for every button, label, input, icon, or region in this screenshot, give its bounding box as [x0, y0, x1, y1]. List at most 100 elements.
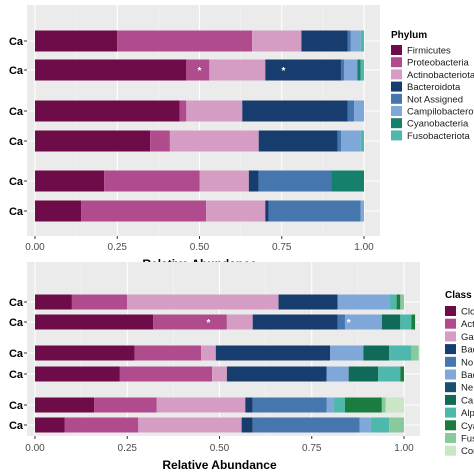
legend-label: Campilobacterota: [407, 107, 474, 118]
bar-segment: [252, 314, 338, 330]
legend-swatch: [445, 407, 456, 418]
bar-segment: [411, 314, 416, 330]
legend-label: Actinobacteriota: [407, 70, 474, 81]
legend-swatch: [391, 81, 402, 92]
chart-panel-1: CaCaCaCaCaCa**0.000.250.500.751.00Relati…: [9, 5, 474, 271]
bar-segment: [301, 30, 348, 52]
bar-segment: [94, 397, 157, 413]
x-tick-label: 0.50: [210, 443, 230, 454]
bar-segment: [350, 30, 361, 52]
bar-segment: [35, 59, 187, 81]
x-axis-title: Relative Abundance: [162, 458, 277, 472]
bar-segment: [258, 170, 332, 192]
legend-label: Fusobacteriota: [407, 131, 471, 142]
x-tick-label: 1.00: [354, 242, 374, 253]
bar-segment: [333, 397, 345, 413]
bar-segment: [360, 200, 364, 222]
x-tick-label: 0.00: [25, 242, 45, 253]
bar-segment: [104, 170, 200, 192]
bar-segment: [400, 294, 404, 310]
bar-segment: [226, 314, 253, 330]
legend-swatch: [391, 57, 402, 68]
bar-segment: [209, 59, 266, 81]
bar-segment: [337, 314, 345, 330]
legend-swatch: [445, 394, 456, 405]
bar-segment: [35, 170, 105, 192]
x-tick-label: 0.75: [302, 443, 322, 454]
bar-segment: [360, 130, 364, 152]
x-tick-label: 0.00: [25, 443, 45, 454]
category-label: Ca: [9, 400, 24, 412]
x-tick-label: 0.50: [190, 242, 210, 253]
x-tick-label: 0.25: [108, 242, 128, 253]
legend-swatch: [391, 69, 402, 80]
bar-segment: [186, 59, 210, 81]
legend-label: Proteobacteria: [407, 58, 470, 69]
bar-segment: [186, 100, 243, 122]
legend-swatch: [445, 356, 456, 367]
legend-label: Fus: [461, 434, 474, 445]
bar-segment: [326, 366, 349, 382]
legend-label: Not Assigned: [407, 94, 463, 105]
legend-swatch: [445, 420, 456, 431]
x-tick-label: 1.00: [394, 443, 414, 454]
bar-segment: [389, 345, 412, 361]
bar-segment: [360, 59, 364, 81]
bar-segment: [252, 30, 302, 52]
bar-segment: [400, 314, 412, 330]
x-tick-label: 0.75: [272, 242, 292, 253]
bar-segment: [389, 294, 397, 310]
bar-segment: [337, 294, 390, 310]
bar-segment: [396, 294, 401, 310]
bar-segment: [35, 397, 95, 413]
bar-segment: [226, 366, 327, 382]
bar-segment: [378, 366, 401, 382]
bar-segment: [241, 417, 253, 433]
legend-label: Alp: [461, 408, 474, 419]
category-label: Ca: [9, 420, 24, 432]
bar-segment: [330, 345, 364, 361]
bar-segment: [156, 397, 246, 413]
bar-segment: [35, 100, 180, 122]
legend-swatch: [445, 445, 456, 456]
legend-label: No: [461, 357, 473, 368]
category-label: Ca: [9, 206, 24, 218]
category-label: Ca: [9, 106, 24, 118]
bar-segment: [347, 30, 351, 52]
significance-annotation: *: [347, 318, 351, 329]
chart-panel-2: Ca Ca Ca Ca Ca Ca * * 0.00 0.25 0.50 0.75 1.00 Relati…: [9, 262, 474, 472]
bar-segment: [252, 417, 360, 433]
legend-swatch: [445, 382, 456, 393]
legend-label: Bac: [461, 370, 474, 381]
bar-segment: [127, 294, 279, 310]
bar-segment: [153, 314, 227, 330]
legend-swatch: [445, 318, 456, 329]
bar-segment: [71, 294, 128, 310]
bar-segment: [265, 200, 269, 222]
bar-segment: [179, 100, 187, 122]
bar-segment: [252, 397, 327, 413]
legend: ClassCloActiGarBacNoBacNeCaAlpCyaFusCor: [445, 290, 474, 457]
category-label: Ca: [9, 317, 24, 329]
legend-swatch: [445, 331, 456, 342]
legend-label: Acti: [461, 319, 474, 330]
bar-segment: [381, 314, 401, 330]
significance-annotation: *: [198, 66, 202, 77]
bar-segment: [344, 59, 358, 81]
legend-label: Ne: [461, 383, 473, 394]
legend-label: Firmicutes: [407, 46, 451, 57]
bar-segment: [347, 100, 355, 122]
legend-label: Cor: [461, 446, 474, 457]
category-label: Ca: [9, 36, 24, 48]
bar-segment: [344, 314, 382, 330]
category-label: Ca: [9, 369, 24, 381]
bar-segment: [370, 417, 390, 433]
category-label: Ca: [9, 65, 24, 77]
bar-segment: [340, 59, 345, 81]
bar-segment: [265, 59, 341, 81]
bar-segment: [35, 200, 82, 222]
bar-segment: [389, 417, 404, 433]
bar-segment: [138, 417, 242, 433]
category-label: Ca: [9, 176, 24, 188]
legend-swatch: [391, 106, 402, 116]
